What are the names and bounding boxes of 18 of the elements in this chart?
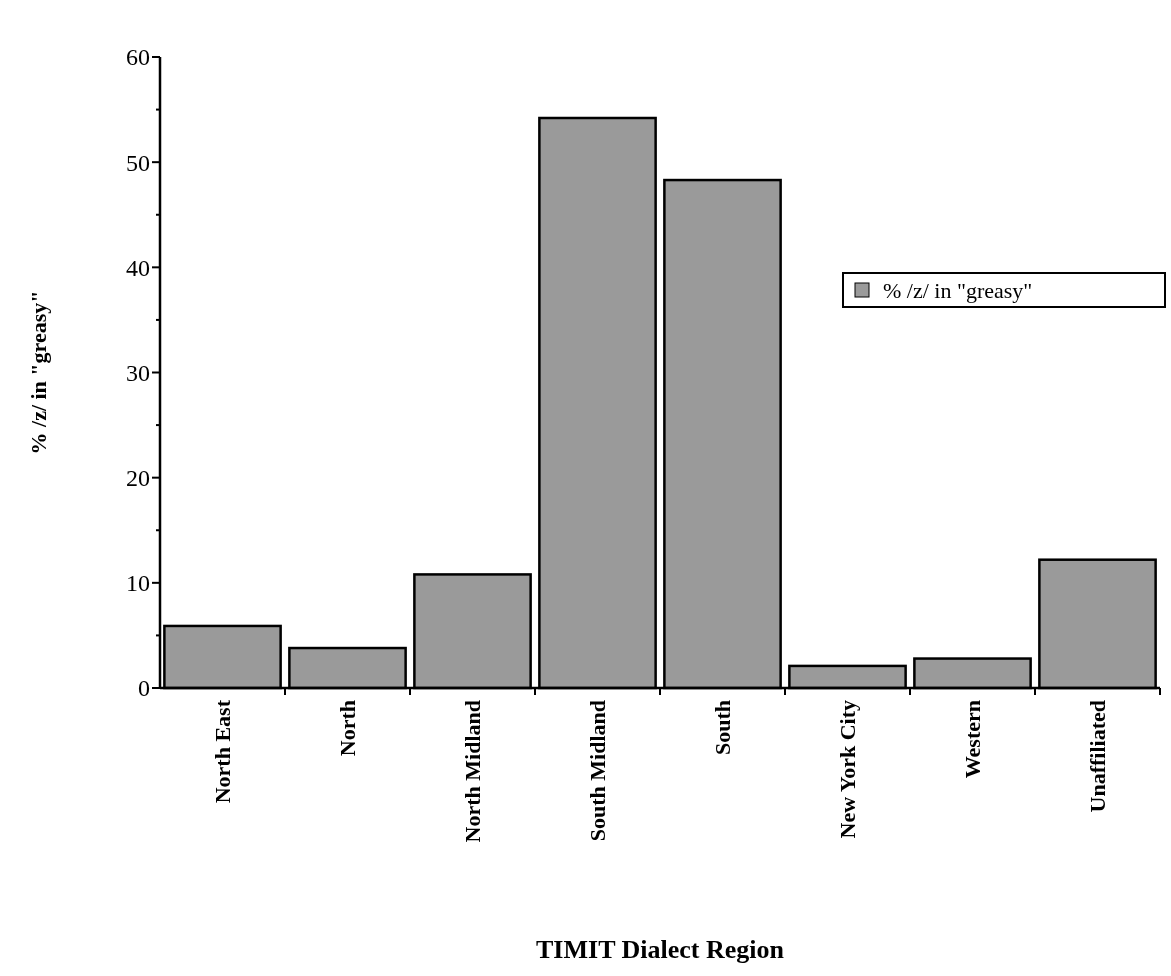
x-axis-title: TIMIT Dialect Region — [536, 935, 785, 964]
y-axis-title: % /z/ in "greasy" — [25, 290, 51, 455]
x-tick-label: North — [335, 700, 361, 757]
x-tick-label: North East — [210, 699, 236, 804]
x-tick-label: South — [710, 700, 736, 756]
x-tick-label: North Midland — [460, 700, 486, 843]
y-tick-label: 60 — [126, 44, 150, 71]
y-tick-label: 50 — [126, 149, 150, 176]
x-tick-label: Western — [960, 700, 986, 779]
x-tick-label: New York City — [835, 700, 861, 839]
x-tick-label: Unaffiliated — [1085, 700, 1111, 813]
y-tick-label: 20 — [126, 465, 150, 492]
legend-label: % /z/ in "greasy" — [883, 277, 1033, 303]
y-tick-label: 10 — [126, 570, 150, 597]
x-tick-label: South Midland — [585, 700, 611, 842]
y-tick-label: 30 — [126, 359, 150, 386]
y-tick-label: 40 — [126, 254, 150, 281]
y-tick-label: 0 — [138, 675, 150, 702]
